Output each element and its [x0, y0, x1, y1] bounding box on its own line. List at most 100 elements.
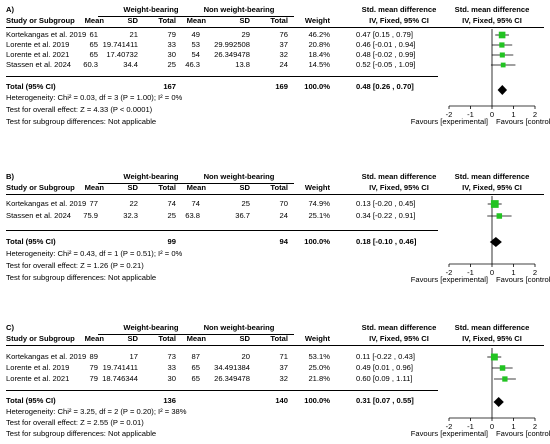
mean-value: 53: [191, 40, 200, 49]
subgroup-test-text: Test for subgroup differences: Not appli…: [6, 273, 157, 282]
smd-chart-header: Std. mean difference: [454, 172, 530, 181]
x-axis-tick-label: 1: [511, 110, 515, 119]
pooled-diamond: [497, 85, 508, 95]
total-value: 76: [279, 30, 288, 39]
panel-label: B): [6, 172, 15, 181]
panel-label: C): [6, 323, 15, 332]
mean-value: 65: [191, 374, 200, 383]
weight-value: 18.4%: [308, 50, 330, 59]
total-value: 25: [167, 60, 176, 69]
total-header: Total: [270, 183, 288, 192]
mean-value: 79: [89, 374, 98, 383]
favours-control-label: Favours [control]: [496, 429, 550, 438]
total-value: 37: [279, 363, 288, 372]
mean-value: 87: [191, 352, 200, 361]
sd-value: 36.7: [235, 211, 250, 220]
study-name: Kortekangas et al. 2019: [6, 199, 87, 208]
x-axis-tick-label: -1: [467, 268, 474, 277]
effect-square-marker: [502, 376, 508, 382]
x-axis-tick-label: 0: [490, 110, 494, 119]
rows-rule: [6, 76, 438, 77]
mean-value: 61: [89, 30, 98, 39]
weight-header: Weight: [304, 334, 330, 343]
mean-value: 77: [89, 199, 98, 208]
mean-value: 46.3: [185, 60, 200, 69]
mean-header: Mean: [84, 334, 104, 343]
sd-header: SD: [239, 16, 250, 25]
smd-header: Std. mean difference: [361, 323, 437, 332]
favours-experimental-label: Favours [experimental]: [411, 275, 488, 284]
forest-plot: -2 -1 0 1 2 Favours [experimental] Favours [co…: [411, 196, 550, 284]
weight-header: Weight: [304, 183, 330, 192]
weight-value: 74.9%: [308, 199, 330, 208]
x-axis-tick-label: 1: [511, 422, 515, 431]
group2-underline: [184, 16, 294, 17]
effect-square-marker: [490, 353, 498, 361]
total-n-group2: 169: [275, 82, 288, 91]
x-axis-tick-label: -1: [467, 110, 474, 119]
mean-value: 74: [191, 199, 200, 208]
subgroup-test-text: Test for subgroup differences: Not appli…: [6, 429, 157, 438]
sd-value: 19.741411: [102, 363, 138, 372]
header-rule: [6, 27, 544, 28]
favours-experimental-label: Favours [experimental]: [411, 117, 488, 126]
method-header: IV, Fixed, 95% CI: [369, 183, 429, 192]
sd-value: 17.40732: [106, 50, 138, 59]
x-axis-tick-label: -1: [467, 422, 474, 431]
forest-panel-c: C) Weight-bearing Non weight-bearing Std…: [0, 318, 550, 444]
total-header: Total: [158, 183, 176, 192]
total-n-group1: 136: [163, 396, 176, 405]
overall-effect-text: Test for overall effect: Z = 2.55 (P = 0…: [6, 418, 144, 427]
sd-value: 19.741411: [102, 40, 138, 49]
total-value: 70: [279, 199, 288, 208]
total-value: 24: [279, 211, 288, 220]
mean-value: 79: [89, 363, 98, 372]
smd-header: Std. mean difference: [361, 5, 437, 14]
sd-value: 34.491384: [214, 363, 250, 372]
total-value: 24: [279, 60, 288, 69]
pooled-smd-ci: 0.48 [0.26 , 0.70]: [356, 82, 414, 91]
x-axis-tick-label: -2: [446, 422, 453, 431]
smd-ci-value: 0.47 [0.15 , 0.79]: [356, 30, 413, 39]
pooled-smd-ci: 0.18 [-0.10 , 0.46]: [356, 237, 417, 246]
total-value: 30: [167, 50, 176, 59]
rows-rule: [6, 390, 438, 391]
sd-header: SD: [239, 183, 250, 192]
study-name: Kortekangas et al. 2019: [6, 30, 87, 39]
smd-ci-value: 0.46 [-0.01 , 0.94]: [356, 40, 416, 49]
heterogeneity-text: Heterogeneity: Chi² = 0.03, df = 3 (P = …: [6, 93, 183, 102]
effect-square-marker: [499, 365, 506, 371]
method-header: IV, Fixed, 95% CI: [369, 334, 429, 343]
mean-header: Mean: [186, 16, 206, 25]
mean-header: Mean: [84, 16, 104, 25]
total-value: 33: [167, 363, 176, 372]
mean-value: 54: [191, 50, 200, 59]
overall-effect-text: Test for overall effect: Z = 1.26 (P = 0…: [6, 261, 144, 270]
mean-header: Mean: [186, 334, 206, 343]
sd-value: 32.3: [123, 211, 138, 220]
smd-chart-header: Std. mean difference: [454, 5, 530, 14]
total-value: 37: [279, 40, 288, 49]
mean-value: 60.3: [83, 60, 98, 69]
group1-header: Weight-bearing: [123, 323, 179, 332]
sd-value: 29.992508: [214, 40, 250, 49]
group2-underline: [184, 183, 294, 184]
total-label: Total (95% CI): [6, 396, 56, 405]
x-axis-tick-label: 0: [490, 268, 494, 277]
group1-underline: [98, 16, 204, 17]
study-header: Study or Subgroup: [6, 183, 75, 192]
forest-panel-b: B) Weight-bearing Non weight-bearing Std…: [0, 166, 550, 284]
weight-header: Weight: [304, 16, 330, 25]
study-header: Study or Subgroup: [6, 334, 75, 343]
group2-header: Non weight-bearing: [203, 172, 275, 181]
pooled-diamond: [493, 397, 504, 407]
sd-value: 26.349478: [214, 50, 250, 59]
method-chart-header: IV, Fixed, 95% CI: [462, 183, 522, 192]
forest-plot: -2 -1 0 1 2 Favours [experimental] Favours [co…: [411, 348, 550, 438]
sd-header: SD: [239, 334, 250, 343]
overall-effect-text: Test for overall effect: Z = 4.33 (P < 0…: [6, 105, 153, 114]
smd-header: Std. mean difference: [361, 172, 437, 181]
group2-header: Non weight-bearing: [203, 5, 275, 14]
weight-value: 53.1%: [308, 352, 330, 361]
rows-rule: [6, 230, 438, 231]
